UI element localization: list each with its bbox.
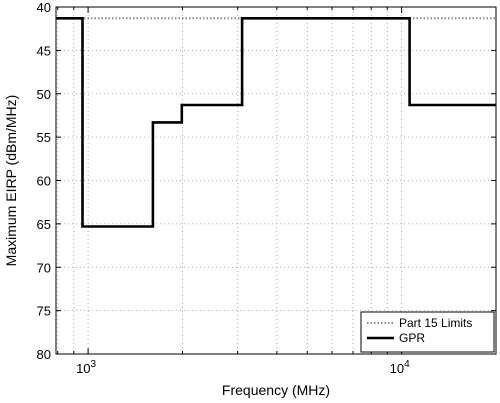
legend-box: [360, 311, 495, 353]
y-tick-label: 75: [37, 304, 51, 319]
legend-label: GPR: [399, 331, 425, 345]
x-tick-label: 104: [390, 359, 410, 376]
y-tick-label: 80: [37, 347, 51, 362]
grid: [56, 7, 497, 354]
y-tick-label: 60: [37, 174, 51, 189]
legend-label: Part 15 Limits: [399, 316, 472, 330]
series-line-gpr: [56, 16, 496, 228]
y-tick-label: 65: [37, 217, 51, 232]
series-group: [56, 16, 496, 228]
y-tick-label: 70: [37, 260, 51, 275]
y-tick-label: 55: [37, 130, 51, 145]
x-tick-labels: 103 104: [76, 359, 410, 376]
x-axis-label: Frequency (MHz): [222, 382, 330, 398]
y-axis-label: Maximum EIRP (dBm/MHz): [3, 95, 19, 267]
plot-frame: [55, 6, 497, 355]
y-tick-label: 40: [37, 0, 51, 15]
y-tick-label: 45: [37, 43, 51, 58]
y-tick-labels: 40 45 50 55 60 65 70 75 80: [37, 0, 51, 362]
x-tick-label: 103: [76, 359, 96, 376]
y-tick-label: 50: [37, 87, 51, 102]
